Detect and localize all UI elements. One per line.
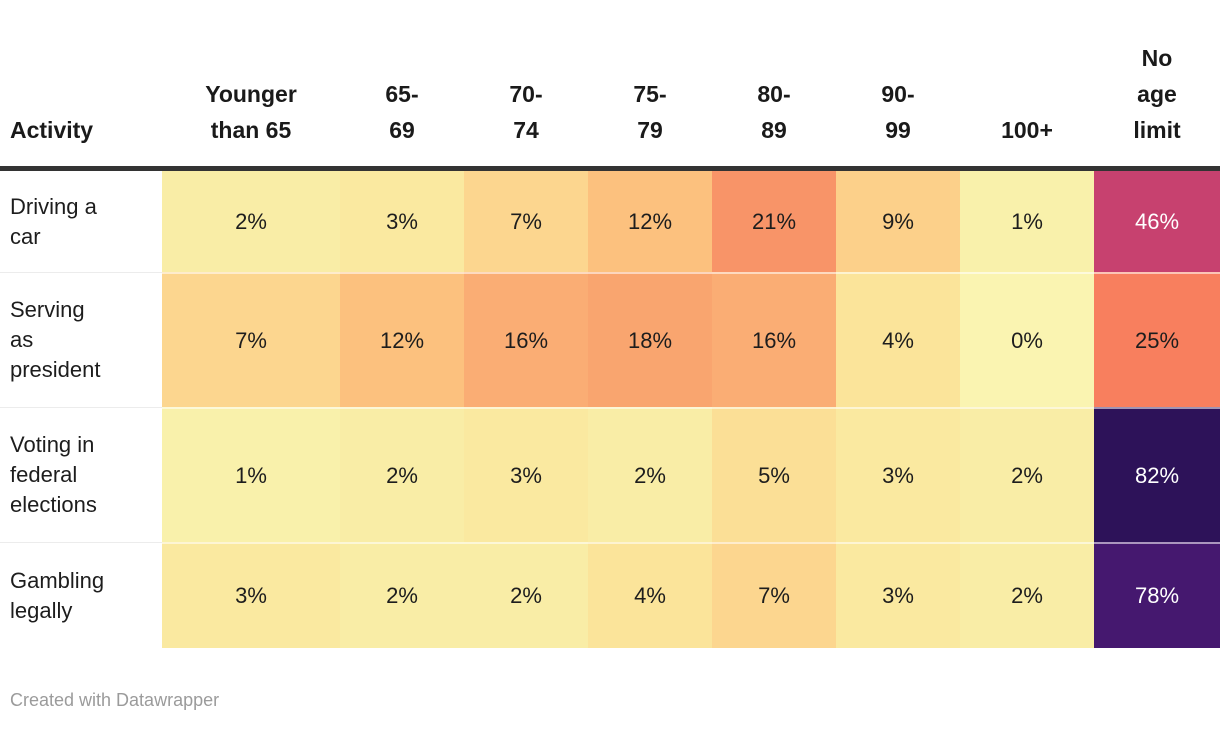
footer: Created with Datawrapper [10,689,1220,711]
heat-cell: 3% [464,407,588,542]
heatmap-table: Activity Younger than 65 65- 69 70- 74 75- … [0,0,1220,648]
row-label: Gambling legally [0,542,162,648]
table-row: Voting in federal elections 1% 2% 3% 2% 5% 3% 2… [0,407,1220,542]
heat-cell: 2% [340,542,464,648]
column-header: 70- 74 [464,0,588,171]
heat-cell: 9% [836,171,960,272]
heat-cell: 3% [836,407,960,542]
heat-cell: 4% [588,542,712,648]
heat-cell: 5% [712,407,836,542]
heat-cell: 2% [960,542,1094,648]
column-header: 100+ [960,0,1094,171]
heat-cell: 7% [162,272,340,407]
column-header: No age limit [1094,0,1220,171]
table-row: Driving a car 2% 3% 7% 12% 21% 9% 1% 46% [0,171,1220,272]
heat-cell: 1% [960,171,1094,272]
heat-cell: 7% [464,171,588,272]
activity-column-header: Activity [0,0,162,171]
table-row: Gambling legally 3% 2% 2% 4% 7% 3% 2% 78% [0,542,1220,648]
heat-cell: 2% [464,542,588,648]
column-header: 80- 89 [712,0,836,171]
column-header: 65- 69 [340,0,464,171]
heat-cell: 12% [340,272,464,407]
heat-cell: 0% [960,272,1094,407]
heat-cell: 25% [1094,272,1220,407]
datawrapper-credit-link[interactable]: Created with Datawrapper [10,690,220,710]
row-label: Driving a car [0,171,162,272]
table-row: Serving as president 7% 12% 16% 18% 16% 4% 0% 25… [0,272,1220,407]
heat-cell: 18% [588,272,712,407]
row-label: Voting in federal elections [0,407,162,542]
heat-cell: 78% [1094,542,1220,648]
heat-cell: 2% [588,407,712,542]
heat-cell: 16% [712,272,836,407]
heat-cell: 1% [162,407,340,542]
column-header: 75- 79 [588,0,712,171]
heat-cell: 12% [588,171,712,272]
heat-cell: 46% [1094,171,1220,272]
heat-cell: 21% [712,171,836,272]
heat-cell: 7% [712,542,836,648]
column-header: Younger than 65 [162,0,340,171]
row-label: Serving as president [0,272,162,407]
heat-cell: 2% [340,407,464,542]
heat-cell: 16% [464,272,588,407]
heat-cell: 3% [340,171,464,272]
header-row: Activity Younger than 65 65- 69 70- 74 75- … [0,0,1220,171]
heat-cell: 4% [836,272,960,407]
heat-cell: 2% [162,171,340,272]
heatmap-body: Driving a car 2% 3% 7% 12% 21% 9% 1% 46% Serving … [0,171,1220,648]
heat-cell: 3% [836,542,960,648]
heat-cell: 2% [960,407,1094,542]
heat-cell: 82% [1094,407,1220,542]
column-header: 90- 99 [836,0,960,171]
heat-cell: 3% [162,542,340,648]
